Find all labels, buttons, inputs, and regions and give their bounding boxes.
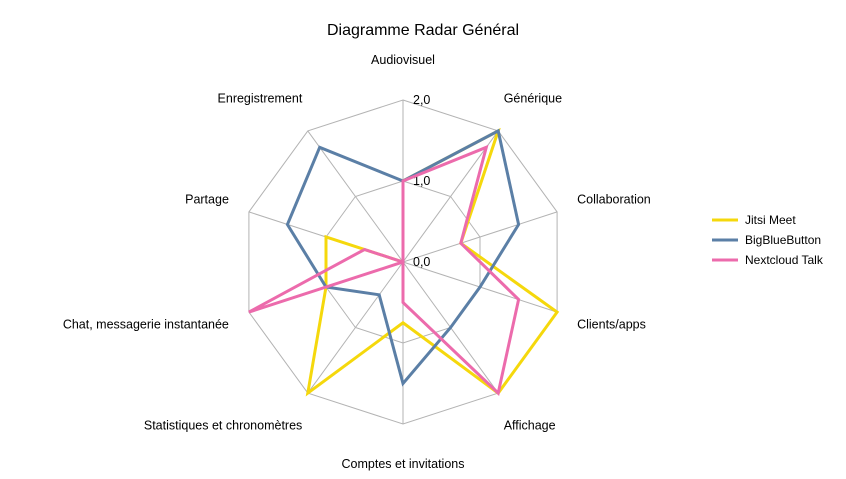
axis-label-8: Partage [185,193,229,207]
axis-labels: Audiovisuel Générique Collaboration Clients… [63,53,651,471]
axis-label-3: Clients/apps [577,317,646,331]
tick-label-2: 2,0 [413,93,430,107]
legend-label-2: Nextcloud Talk [745,253,824,267]
axis-label-0: Audiovisuel [371,53,435,67]
series-line-1 [285,128,521,387]
axis-label-9: Enregistrement [218,92,303,106]
series-line-2 [248,144,521,397]
axis-label-1: Générique [504,92,562,106]
axis-label-6: Statistiques et chronomètres [144,418,302,432]
legend: Jitsi Meet BigBlueButton Nextcloud Talk [712,213,824,267]
grid-spoke-6 [307,261,404,394]
axis-label-5: Comptes et invitations [342,457,465,471]
grid-spoke-2 [402,211,558,263]
grid-spoke-1 [402,130,499,263]
grid-spoke-9 [307,130,404,263]
radial-tick-labels: 0,0 1,0 2,0 [413,93,430,269]
legend-label-0: Jitsi Meet [745,213,796,227]
data-series [248,127,560,397]
axis-label-7: Chat, messagerie instantanée [63,317,229,331]
axis-label-2: Collaboration [577,193,651,207]
legend-label-1: BigBlueButton [745,233,821,247]
series-line-0 [305,127,560,397]
tick-label-0: 0,0 [413,255,430,269]
chart-title: Diagramme Radar Général [327,22,519,39]
tick-label-1: 1,0 [413,174,430,188]
axis-label-4: Affichage [504,418,556,432]
